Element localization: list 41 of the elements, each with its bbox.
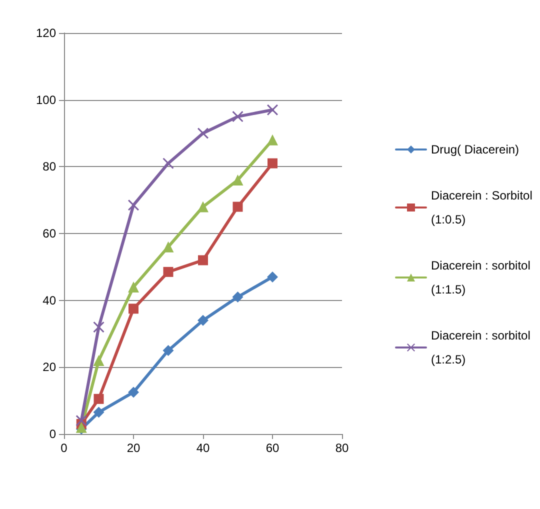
point [93,354,104,366]
point [232,111,244,122]
y-tick-label: 80 [42,160,56,174]
x-tick-label: 20 [126,441,140,455]
x-tick-label: 80 [335,441,349,455]
point [128,281,139,292]
legend-label: Diacerein : Sorbitol (1:0.5) [431,188,536,226]
point [93,322,104,333]
point [198,255,208,266]
point [94,394,104,404]
point [198,314,208,326]
point [232,291,244,302]
point [232,202,243,212]
point [267,271,278,282]
x-tick-label: 40 [196,441,210,455]
legend-label: Diacerein : sorbitol (1:1.5) [431,258,534,296]
point [128,200,139,211]
y-tick-label: 120 [36,26,56,40]
point [198,128,208,139]
legend-label: Drug( Diacerein) [431,142,520,156]
y-tick-label: 60 [42,226,56,240]
y-tick-label: 0 [49,427,56,441]
point [268,158,278,168]
legend-label: Diacerein : sorbitol (1:2.5) [431,328,534,366]
point [162,241,174,252]
point [128,386,139,398]
point [76,415,87,426]
point [163,266,174,277]
y-tick-label: 100 [36,92,56,107]
point [267,104,278,116]
point [162,158,174,169]
point [232,174,244,186]
point [162,344,174,356]
y-tick-label: 20 [42,360,56,374]
point [128,304,138,314]
point [267,134,278,146]
point [198,201,208,212]
x-tick-label: 0 [60,441,68,455]
x-tick-label: 60 [266,441,280,455]
point [93,406,104,418]
y-tick-label: 40 [42,293,56,308]
